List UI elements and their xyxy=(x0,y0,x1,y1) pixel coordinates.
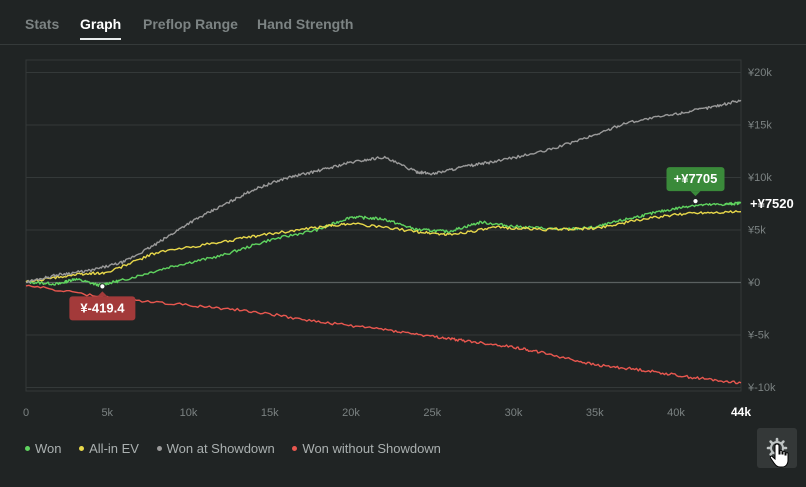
legend-item-won[interactable]: Won xyxy=(25,441,62,456)
x-tick-label: 25k xyxy=(423,407,441,419)
y-tick-label: ¥-5k xyxy=(747,330,770,342)
annotation-badge xyxy=(666,167,725,192)
tab-graph[interactable]: Graph xyxy=(80,16,122,40)
tab-stats[interactable]: Stats xyxy=(25,16,60,32)
annotation-label: +¥7705 xyxy=(674,171,718,186)
tab-bar: Stats Graph Preflop Range Hand Strength xyxy=(0,0,806,45)
annotation-pointer xyxy=(690,191,701,197)
y-tick-label: ¥5k xyxy=(747,225,766,237)
legend-dot-all-in-ev xyxy=(79,446,85,452)
x-tick-label: 10k xyxy=(180,407,198,419)
legend-item-won-without-showdown[interactable]: Won without Showdown xyxy=(292,441,441,456)
y-tick-label: ¥0 xyxy=(747,277,760,289)
legend-dot-won-without-showdown xyxy=(292,446,298,452)
plot-area xyxy=(25,59,742,392)
series-line xyxy=(25,284,742,385)
y-tick-label: ¥-10k xyxy=(747,382,776,394)
annotation-point xyxy=(99,283,106,290)
tab-preflop-range[interactable]: Preflop Range xyxy=(143,16,238,32)
x-tick-label: 40k xyxy=(667,407,685,419)
legend-dot-won xyxy=(25,446,30,452)
y-tick-label: ¥15k xyxy=(747,120,772,132)
hand-pointer-icon xyxy=(769,443,789,468)
x-tick-label: 35k xyxy=(586,407,604,419)
y-tick-label: ¥20k xyxy=(747,67,772,79)
end-value-label: +¥7520 xyxy=(750,196,794,211)
legend-item-all-in-ev[interactable]: All-in EV xyxy=(79,441,139,456)
x-tick-label: 0 xyxy=(23,407,29,419)
legend-label-won-at-showdown: Won at Showdown xyxy=(166,441,275,456)
legend: Won All-in EV Won at Showdown Won withou… xyxy=(25,441,455,456)
settings-button[interactable] xyxy=(757,428,797,468)
series-line xyxy=(25,99,742,284)
tab-hand-strength[interactable]: Hand Strength xyxy=(257,16,354,32)
y-tick-label: ¥10k xyxy=(747,172,772,184)
x-max-label: 44k xyxy=(731,405,751,419)
annotation-badge xyxy=(69,296,136,321)
legend-item-won-at-showdown[interactable]: Won at Showdown xyxy=(156,441,275,456)
annotation-pointer xyxy=(97,291,108,297)
legend-label-all-in-ev: All-in EV xyxy=(89,441,139,456)
series-line xyxy=(25,201,742,287)
x-tick-label: 15k xyxy=(261,407,279,419)
x-tick-label: 5k xyxy=(101,407,113,419)
annotation-label: ¥-419.4 xyxy=(80,300,125,315)
x-tick-label: 30k xyxy=(505,407,523,419)
series-line xyxy=(25,210,742,283)
legend-dot-won-at-showdown xyxy=(156,446,162,452)
legend-label-won: Won xyxy=(35,441,62,456)
annotation-point xyxy=(692,197,699,205)
legend-label-won-without-showdown: Won without Showdown xyxy=(302,441,441,456)
x-tick-label: 20k xyxy=(342,407,360,419)
